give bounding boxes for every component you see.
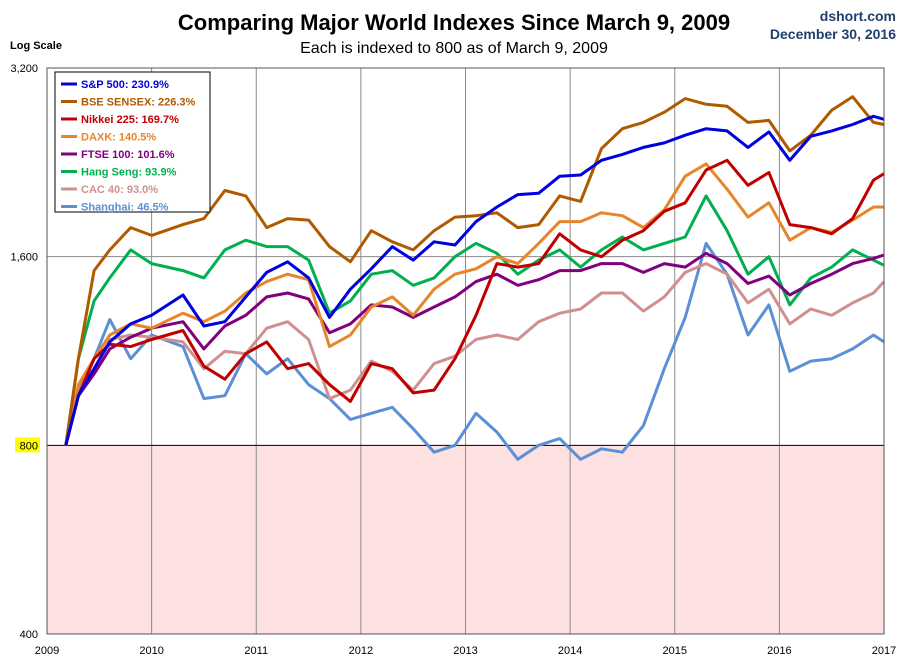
- y-axis-scale-note: Log Scale: [10, 40, 62, 52]
- chart-subtitle: Each is indexed to 800 as of March 9, 20…: [300, 40, 608, 57]
- y-tick-label: 3,200: [10, 63, 38, 75]
- legend-label: BSE SENSEX: 226.3%: [81, 97, 196, 109]
- legend-label: Shanghai: 46.5%: [81, 202, 169, 214]
- legend-box: [54, 71, 211, 213]
- legend-label: DAXK: 140.5%: [81, 132, 156, 144]
- series-line: [64, 194, 885, 446]
- chart-title: Comparing Major World Indexes Since Marc…: [177, 10, 731, 35]
- source-name: dshort.com: [819, 8, 896, 24]
- series-line: [64, 95, 885, 446]
- x-tick-label: 2012: [349, 645, 373, 657]
- baseline-label-highlight: [15, 437, 40, 453]
- legend-label: Hang Seng: 93.9%: [81, 167, 177, 179]
- series-line: [64, 241, 885, 461]
- source-date: December 30, 2016: [769, 26, 896, 42]
- x-tick-label: 2014: [558, 645, 582, 657]
- x-tick-label: 2017: [872, 645, 896, 657]
- source-block: dshort.com December 30, 2016: [770, 7, 896, 43]
- y-tick-label: 400: [20, 629, 38, 641]
- legend-label: FTSE 100: 101.6%: [81, 149, 175, 161]
- plot-border: [46, 67, 885, 635]
- series-line: [64, 162, 884, 446]
- legend-label: S&P 500: 230.9%: [81, 79, 169, 91]
- x-tick-label: 2009: [35, 645, 59, 657]
- y-tick-label: 1,600: [10, 252, 38, 264]
- series-line: [64, 158, 885, 446]
- legend-label: CAC 40: 93.0%: [81, 184, 158, 196]
- x-tick-label: 2011: [244, 645, 268, 657]
- series-line: [64, 262, 886, 446]
- legend-label: Nikkei 225: 169.7%: [81, 114, 179, 126]
- series-line: [64, 114, 885, 446]
- x-tick-label: 2015: [663, 645, 687, 657]
- series-line: [64, 251, 885, 446]
- x-tick-label: 2013: [453, 645, 477, 657]
- x-tick-label: 2010: [139, 645, 163, 657]
- x-tick-label: 2016: [767, 645, 791, 657]
- y-tick-label: 800: [20, 440, 38, 452]
